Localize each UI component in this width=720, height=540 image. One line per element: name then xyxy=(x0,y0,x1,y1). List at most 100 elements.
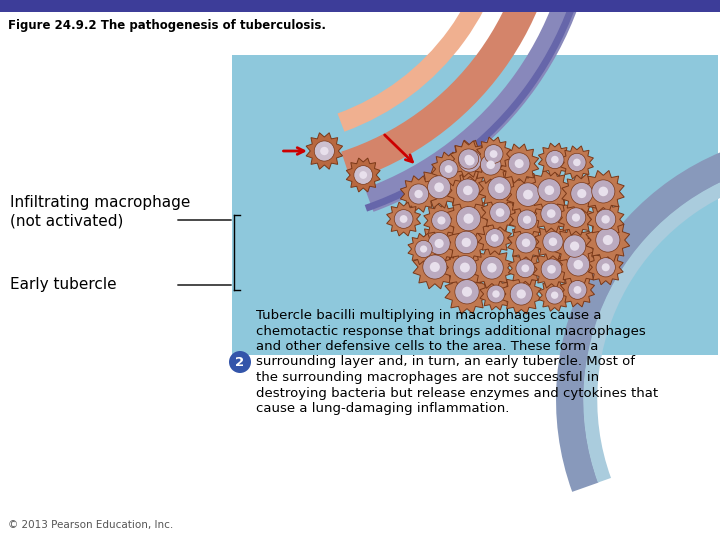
Text: destroying bacteria but release enzymes and cytokines that: destroying bacteria but release enzymes … xyxy=(256,387,658,400)
Circle shape xyxy=(574,260,583,269)
Circle shape xyxy=(516,183,540,206)
Circle shape xyxy=(595,209,616,230)
PathPatch shape xyxy=(533,251,570,288)
PathPatch shape xyxy=(445,270,489,314)
PathPatch shape xyxy=(306,133,343,169)
Circle shape xyxy=(314,141,334,161)
Text: 2: 2 xyxy=(235,355,245,368)
Circle shape xyxy=(598,187,608,196)
Circle shape xyxy=(496,208,504,217)
Circle shape xyxy=(592,180,615,203)
Circle shape xyxy=(490,202,510,223)
PathPatch shape xyxy=(447,170,489,211)
Circle shape xyxy=(541,259,562,280)
PathPatch shape xyxy=(560,146,593,179)
Circle shape xyxy=(601,215,610,224)
Circle shape xyxy=(508,153,530,174)
Circle shape xyxy=(515,159,523,168)
PathPatch shape xyxy=(472,146,509,184)
PathPatch shape xyxy=(387,202,420,236)
Circle shape xyxy=(430,262,440,272)
PathPatch shape xyxy=(586,218,630,262)
Circle shape xyxy=(434,183,444,192)
Circle shape xyxy=(460,262,470,273)
Circle shape xyxy=(577,189,586,198)
Circle shape xyxy=(510,283,532,305)
Circle shape xyxy=(603,235,613,245)
Circle shape xyxy=(521,265,529,272)
Circle shape xyxy=(435,239,444,248)
Circle shape xyxy=(523,190,533,199)
Circle shape xyxy=(487,263,497,273)
PathPatch shape xyxy=(419,224,459,264)
Text: cause a lung-damaging inflammation.: cause a lung-damaging inflammation. xyxy=(256,402,509,415)
PathPatch shape xyxy=(508,224,544,261)
PathPatch shape xyxy=(558,200,594,235)
PathPatch shape xyxy=(479,167,521,209)
Circle shape xyxy=(602,264,610,271)
Circle shape xyxy=(523,215,531,224)
Circle shape xyxy=(445,165,452,173)
Text: Figure 24.9.2 The pathogenesis of tuberculosis.: Figure 24.9.2 The pathogenesis of tuberc… xyxy=(8,19,326,32)
Circle shape xyxy=(544,185,554,195)
Circle shape xyxy=(491,234,499,242)
PathPatch shape xyxy=(532,195,570,232)
Circle shape xyxy=(517,210,537,230)
Circle shape xyxy=(462,238,471,247)
Circle shape xyxy=(456,179,480,202)
Text: chemotactic response that brings additional macrophages: chemotactic response that brings additio… xyxy=(256,325,646,338)
PathPatch shape xyxy=(534,224,571,260)
Circle shape xyxy=(566,208,586,227)
Text: and other defensive cells to the area. These form a: and other defensive cells to the area. T… xyxy=(256,340,598,353)
Circle shape xyxy=(462,287,472,297)
Circle shape xyxy=(538,179,561,202)
PathPatch shape xyxy=(413,245,456,289)
PathPatch shape xyxy=(444,246,487,289)
Circle shape xyxy=(229,351,251,373)
Circle shape xyxy=(487,285,505,303)
Text: Infiltrating macrophage: Infiltrating macrophage xyxy=(10,195,190,210)
Circle shape xyxy=(456,206,481,231)
Circle shape xyxy=(428,232,450,254)
Circle shape xyxy=(432,211,451,230)
Circle shape xyxy=(455,280,479,304)
Circle shape xyxy=(463,186,472,195)
Circle shape xyxy=(320,147,328,155)
Circle shape xyxy=(480,256,503,279)
PathPatch shape xyxy=(508,251,542,285)
PathPatch shape xyxy=(588,250,624,285)
Circle shape xyxy=(439,160,458,178)
Circle shape xyxy=(546,151,564,168)
Circle shape xyxy=(428,176,451,199)
Circle shape xyxy=(568,280,587,299)
Circle shape xyxy=(395,210,413,228)
Circle shape xyxy=(459,150,481,172)
Circle shape xyxy=(573,159,581,166)
Circle shape xyxy=(549,238,557,246)
Circle shape xyxy=(551,156,559,164)
Circle shape xyxy=(400,215,408,223)
PathPatch shape xyxy=(480,278,512,310)
Circle shape xyxy=(546,286,564,304)
PathPatch shape xyxy=(509,202,544,238)
Text: surrounding layer and, in turn, an early tubercle. Most of: surrounding layer and, in turn, an early… xyxy=(256,355,635,368)
PathPatch shape xyxy=(424,203,459,238)
PathPatch shape xyxy=(346,158,380,192)
Circle shape xyxy=(551,292,558,299)
PathPatch shape xyxy=(450,141,487,177)
PathPatch shape xyxy=(408,233,439,265)
Circle shape xyxy=(437,217,446,225)
Circle shape xyxy=(516,233,536,253)
Circle shape xyxy=(568,153,586,172)
PathPatch shape xyxy=(582,171,624,212)
Circle shape xyxy=(420,245,427,253)
Circle shape xyxy=(543,232,563,252)
Circle shape xyxy=(487,160,495,169)
PathPatch shape xyxy=(449,140,490,181)
PathPatch shape xyxy=(446,197,490,241)
PathPatch shape xyxy=(500,144,539,183)
PathPatch shape xyxy=(507,173,549,216)
Circle shape xyxy=(516,259,535,278)
PathPatch shape xyxy=(472,247,513,288)
PathPatch shape xyxy=(557,244,599,285)
